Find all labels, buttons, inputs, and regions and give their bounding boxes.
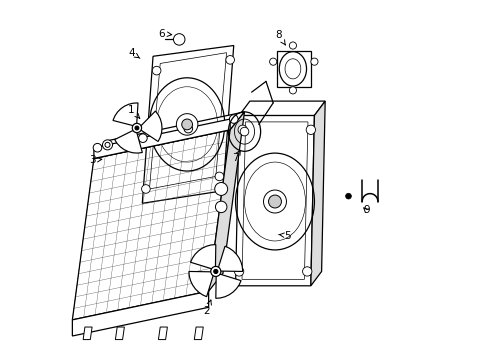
Circle shape (229, 115, 238, 123)
Polygon shape (72, 291, 208, 336)
Polygon shape (141, 111, 162, 141)
Polygon shape (114, 130, 142, 153)
Text: 8: 8 (275, 30, 285, 45)
Polygon shape (113, 103, 138, 126)
Text: 6: 6 (159, 29, 171, 39)
Polygon shape (94, 119, 230, 158)
Circle shape (213, 269, 217, 274)
Polygon shape (239, 101, 325, 116)
Polygon shape (235, 116, 314, 286)
Polygon shape (158, 327, 167, 339)
Polygon shape (83, 327, 92, 339)
Circle shape (225, 55, 234, 64)
Circle shape (93, 143, 102, 152)
Polygon shape (194, 327, 203, 339)
Circle shape (310, 58, 317, 65)
Polygon shape (276, 51, 310, 87)
Polygon shape (142, 45, 233, 203)
Circle shape (289, 87, 296, 94)
Text: 5: 5 (278, 231, 290, 240)
Circle shape (238, 125, 247, 134)
Polygon shape (190, 244, 215, 269)
Circle shape (210, 266, 221, 276)
Circle shape (132, 123, 142, 133)
Circle shape (289, 42, 296, 49)
Text: 9: 9 (363, 206, 369, 216)
Circle shape (105, 142, 110, 147)
Circle shape (305, 125, 315, 134)
Polygon shape (218, 246, 242, 271)
Circle shape (173, 34, 184, 45)
Circle shape (302, 267, 311, 276)
Circle shape (268, 195, 281, 208)
Polygon shape (188, 271, 213, 297)
Circle shape (240, 127, 248, 136)
Text: 2: 2 (203, 300, 211, 316)
Circle shape (215, 172, 223, 181)
Text: 3: 3 (89, 155, 102, 165)
Polygon shape (115, 327, 124, 339)
Circle shape (102, 140, 112, 150)
Circle shape (152, 66, 161, 75)
Circle shape (135, 126, 139, 130)
Polygon shape (208, 112, 244, 291)
Text: 4: 4 (128, 48, 140, 58)
Circle shape (176, 114, 198, 135)
Circle shape (269, 58, 276, 65)
Text: 7: 7 (232, 150, 240, 163)
Circle shape (234, 267, 244, 276)
Circle shape (215, 201, 226, 213)
Circle shape (182, 119, 192, 130)
Polygon shape (94, 112, 244, 158)
Circle shape (142, 185, 150, 193)
Circle shape (263, 190, 286, 213)
Polygon shape (310, 101, 325, 286)
Circle shape (183, 124, 192, 133)
Circle shape (345, 193, 351, 199)
Text: 1: 1 (128, 105, 140, 118)
Circle shape (214, 183, 227, 195)
Circle shape (138, 134, 147, 143)
Polygon shape (215, 274, 241, 298)
